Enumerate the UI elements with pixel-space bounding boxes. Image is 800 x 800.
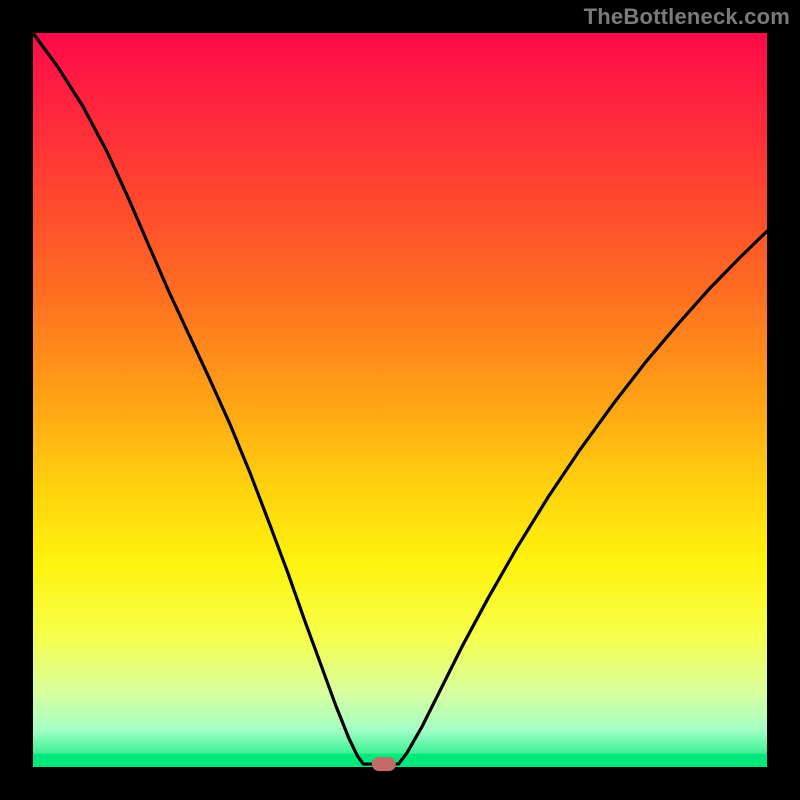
plot-background xyxy=(33,33,767,767)
bottleneck-marker xyxy=(372,757,396,771)
chart-svg xyxy=(0,0,800,800)
chart-stage: TheBottleneck.com xyxy=(0,0,800,800)
